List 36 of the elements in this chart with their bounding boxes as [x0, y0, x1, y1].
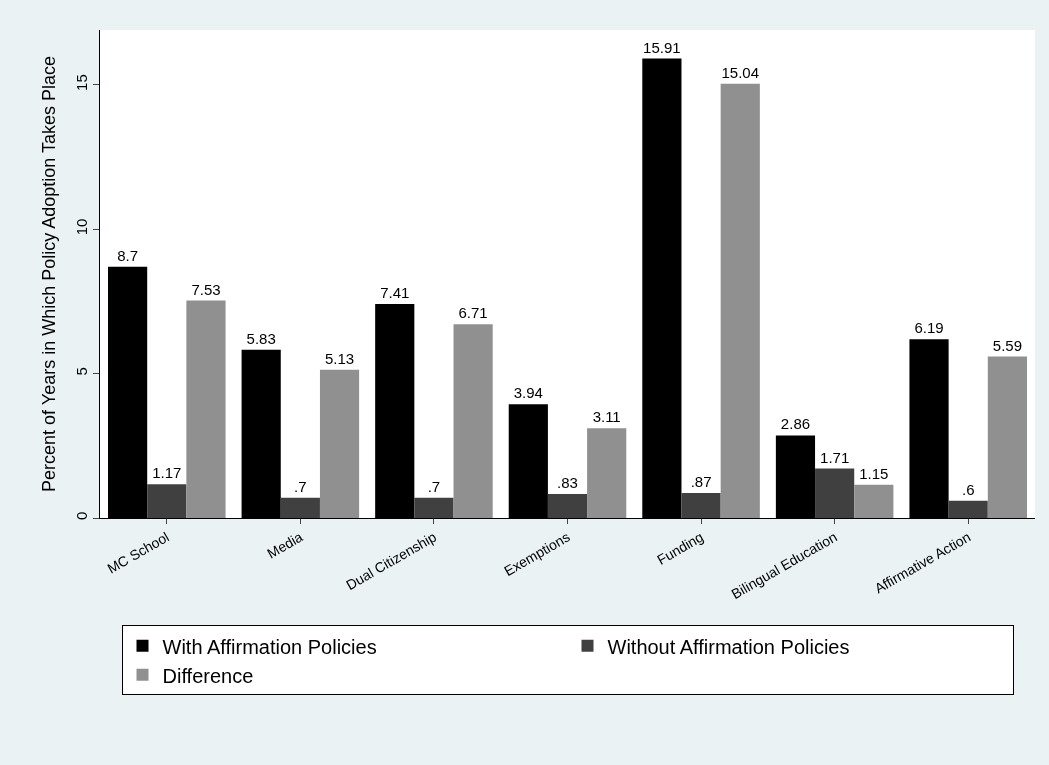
- data-label: 6.71: [458, 304, 488, 322]
- data-label: .7: [427, 477, 441, 495]
- bar: [720, 83, 760, 518]
- data-label: .83: [557, 474, 578, 492]
- data-label: 1.17: [152, 464, 182, 482]
- y-tick-label: 10: [73, 218, 90, 236]
- data-label: 1.15: [859, 464, 889, 482]
- legend-label: With Affirmation Policies: [162, 635, 377, 658]
- data-label: .87: [690, 472, 712, 490]
- bar: [453, 324, 493, 518]
- data-label: .7: [294, 477, 307, 495]
- data-label: 7.41: [380, 284, 410, 302]
- data-label: 8.7: [117, 246, 139, 264]
- data-label: 15.04: [721, 63, 760, 81]
- bar: [319, 369, 360, 518]
- data-label: 2.86: [780, 415, 811, 433]
- bar: [987, 356, 1027, 518]
- data-label: 15.91: [643, 38, 681, 56]
- y-axis-title: Percent of Years in Which Policy Adoption Takes Place: [39, 56, 60, 492]
- data-label: 7.53: [191, 280, 221, 298]
- bar: [587, 428, 627, 518]
- data-label: 1.71: [820, 448, 850, 466]
- y-tick-label: 15: [73, 74, 90, 91]
- bar: [854, 484, 894, 518]
- bar: [186, 300, 226, 518]
- data-label: .6: [961, 480, 975, 498]
- data-label: 5.83: [246, 329, 276, 347]
- data-label: 6.19: [914, 319, 944, 337]
- data-label: 5.59: [992, 336, 1022, 354]
- data-label: 5.13: [324, 349, 355, 367]
- legend-label: Without Affirmation Policies: [607, 635, 850, 658]
- legend-label: Difference: [162, 664, 254, 687]
- data-label: 3.94: [513, 384, 543, 402]
- y-tick-label: 5: [73, 367, 90, 376]
- data-label: 3.11: [592, 408, 621, 426]
- y-tick-label: 0: [73, 511, 90, 520]
